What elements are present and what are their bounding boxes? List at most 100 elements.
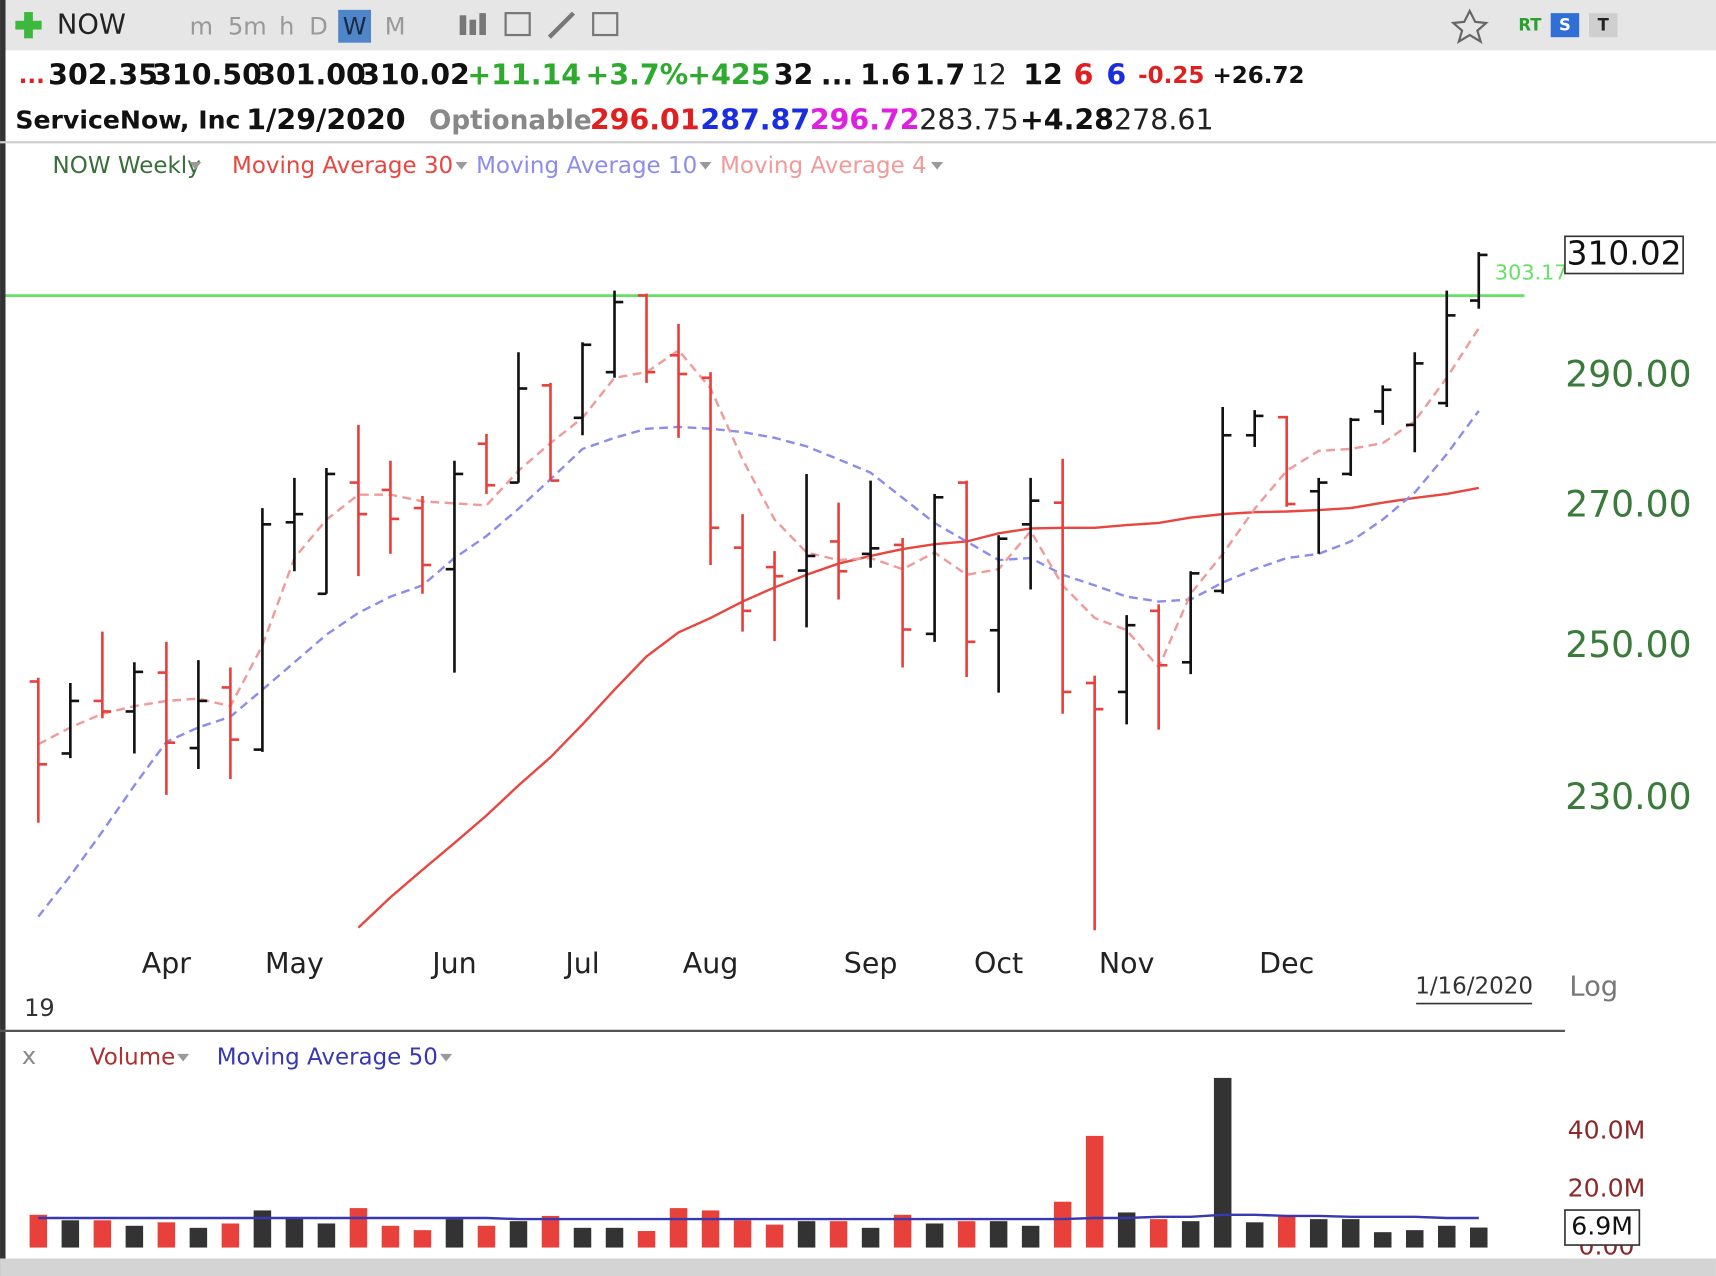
last-price-box bbox=[1564, 235, 1684, 275]
quote-field: 302.35 bbox=[48, 59, 158, 92]
badge-bg bbox=[1589, 13, 1618, 38]
quote-field: 296.01 bbox=[590, 103, 700, 136]
volume-bar bbox=[1149, 1219, 1168, 1248]
scale-label[interactable]: Log bbox=[1569, 972, 1618, 1003]
volume-bar bbox=[1117, 1212, 1136, 1248]
quote-field: ServiceNow, Inc bbox=[15, 105, 240, 134]
legend-item[interactable]: Moving Average 30 bbox=[232, 153, 453, 179]
quote-field: +4.28 bbox=[1020, 103, 1114, 136]
volume-bar bbox=[989, 1221, 1008, 1248]
volume-average-line bbox=[38, 1213, 1479, 1221]
x-tick-label: Oct bbox=[974, 947, 1023, 980]
quote-field: +26.72 bbox=[1213, 63, 1305, 89]
y-tick-label: 40.0M bbox=[1568, 1116, 1646, 1145]
quote-field: 287.87 bbox=[700, 103, 810, 136]
legend-item[interactable]: Volume bbox=[90, 1045, 175, 1071]
x-tick-label: Sep bbox=[844, 947, 898, 980]
value-label: 6.9M bbox=[1571, 1212, 1633, 1241]
interval-button[interactable]: M bbox=[385, 12, 406, 40]
y-tick-label: 250.00 bbox=[1565, 623, 1691, 666]
volume-bar bbox=[1309, 1219, 1328, 1248]
interval-button[interactable]: W bbox=[343, 12, 367, 40]
volume-bar bbox=[957, 1221, 976, 1248]
quote-field: +11.14 bbox=[467, 59, 581, 92]
volume-bar bbox=[1438, 1225, 1456, 1248]
toolbar-icons bbox=[459, 8, 1489, 44]
badge[interactable]: RT bbox=[1518, 16, 1542, 35]
quote-field: 6 bbox=[1074, 59, 1094, 92]
interval-button[interactable]: h bbox=[279, 12, 294, 40]
legend-dropdown[interactable] bbox=[189, 161, 202, 170]
volume-bar bbox=[1053, 1201, 1072, 1248]
legend-dropdown[interactable] bbox=[440, 1053, 453, 1062]
quote-field: ... bbox=[821, 59, 853, 92]
legend-item[interactable]: Moving Average 50 bbox=[217, 1045, 438, 1071]
moving-average-line bbox=[37, 327, 1480, 746]
interval-button[interactable]: m bbox=[190, 12, 213, 40]
quote-field: -0.25 bbox=[1138, 63, 1204, 89]
legend-item[interactable]: NOW Weekly bbox=[53, 153, 201, 179]
volume-bar bbox=[1405, 1230, 1424, 1248]
volume-bar bbox=[765, 1224, 784, 1248]
interval-button[interactable]: D bbox=[309, 12, 328, 40]
y-tick-label: 270.00 bbox=[1565, 483, 1691, 526]
quote-field: 12 bbox=[1023, 59, 1063, 92]
bottom-border bbox=[0, 1258, 1716, 1276]
legend-dropdown[interactable] bbox=[177, 1053, 190, 1062]
close-button[interactable]: x bbox=[22, 1042, 36, 1070]
moving-average-line bbox=[357, 486, 1480, 929]
volume-bar bbox=[893, 1214, 912, 1248]
volume-bar bbox=[1021, 1225, 1040, 1248]
quote-field: Optionable bbox=[429, 106, 592, 136]
quote-field: ... bbox=[19, 63, 45, 89]
quote-field: 278.61 bbox=[1114, 103, 1214, 136]
quote-field: 283.75 bbox=[919, 103, 1019, 136]
date-label: 1/16/2020 bbox=[1415, 974, 1533, 1000]
volume-bar bbox=[29, 1214, 48, 1248]
volume-bar bbox=[925, 1223, 944, 1248]
legend-dropdown[interactable] bbox=[699, 161, 712, 170]
quote-field: +3.7% bbox=[586, 59, 689, 92]
volume-bar bbox=[1470, 1227, 1488, 1248]
volume-bar bbox=[1245, 1222, 1264, 1248]
volume-bar bbox=[797, 1221, 816, 1248]
volume-bar bbox=[413, 1230, 432, 1248]
legend-item[interactable]: Moving Average 10 bbox=[476, 153, 697, 179]
quote-field: 301.00 bbox=[256, 59, 366, 92]
active-interval-bg bbox=[338, 9, 372, 43]
quote-field: +425 bbox=[687, 59, 770, 92]
volume-bar bbox=[829, 1221, 848, 1248]
add-icon[interactable] bbox=[15, 12, 42, 39]
volume-bar bbox=[317, 1223, 336, 1248]
volume-bar bbox=[733, 1220, 752, 1248]
quote-field: 310.50 bbox=[152, 59, 262, 92]
left-border bbox=[0, 0, 6, 1276]
volume-bar bbox=[381, 1225, 400, 1248]
volume-bar bbox=[701, 1210, 720, 1248]
interval-button[interactable]: 5m bbox=[228, 12, 267, 40]
legend-dropdown[interactable] bbox=[931, 161, 944, 170]
quote-field: 1.7 bbox=[915, 59, 965, 92]
hline-label: 303.17 bbox=[1495, 261, 1568, 285]
quote-field: 6 bbox=[1106, 59, 1126, 92]
volume-bar bbox=[125, 1225, 144, 1248]
x-tick-label: Nov bbox=[1099, 947, 1155, 980]
volume-bar bbox=[605, 1227, 624, 1248]
y-tick-label: 230.00 bbox=[1565, 775, 1691, 818]
volume-bar bbox=[189, 1227, 208, 1248]
quote-field: 12 bbox=[971, 59, 1007, 92]
volume-bar bbox=[1277, 1216, 1296, 1248]
legend-item[interactable]: Moving Average 4 bbox=[720, 153, 927, 179]
year-label: 19 bbox=[24, 994, 55, 1022]
badge[interactable]: T bbox=[1598, 16, 1610, 35]
volume-bar bbox=[1085, 1135, 1104, 1248]
volume-bar bbox=[541, 1215, 560, 1248]
volume-bar bbox=[93, 1220, 112, 1248]
x-tick-label: Apr bbox=[142, 947, 192, 980]
legend-dropdown[interactable] bbox=[455, 161, 468, 170]
symbol[interactable]: NOW bbox=[57, 10, 126, 41]
volume-bar bbox=[221, 1223, 240, 1248]
volume-bar bbox=[349, 1208, 368, 1248]
badge[interactable]: S bbox=[1559, 16, 1571, 35]
